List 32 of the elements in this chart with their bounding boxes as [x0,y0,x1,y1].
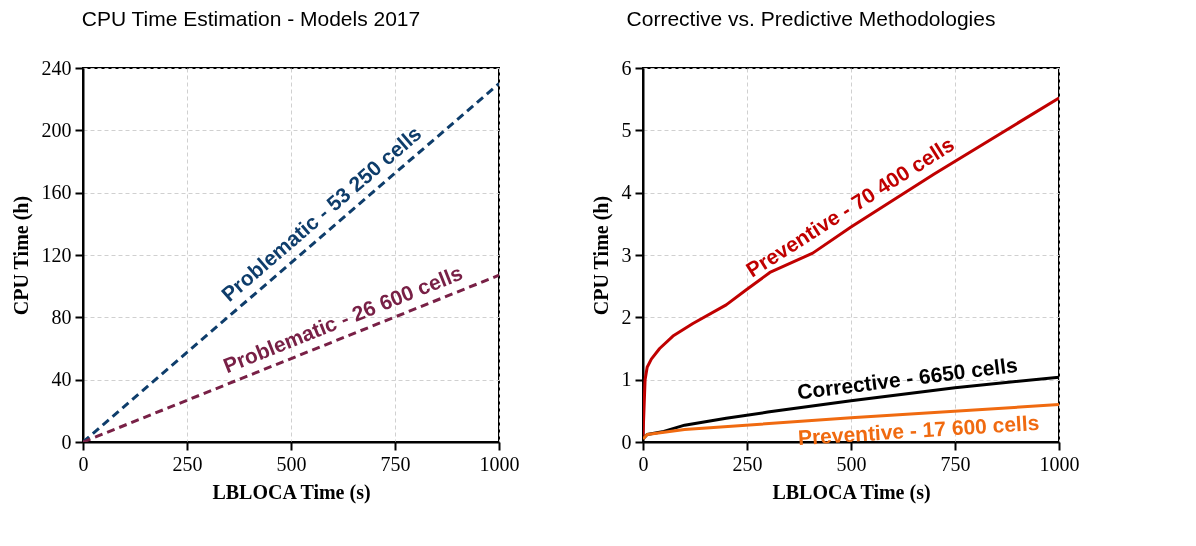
x-tick-label: 0 [638,452,649,475]
y-tick-label: 40 [51,368,72,391]
y-tick-label: 0 [621,430,632,453]
y-tick-label: 6 [621,56,632,79]
y-tick-label: 4 [621,181,632,204]
y-tick-label: 1 [621,368,632,391]
y-tick-label: 200 [41,118,72,141]
text: Corrective - 6650 cells [795,352,1019,404]
series-label: Preventive - 17 600 cells [797,410,1040,450]
y-tick-label: 3 [621,243,632,266]
y-tick-label: 5 [621,118,632,141]
x-tick-label: 1000 [1039,452,1080,475]
y-tick-label: 80 [51,305,72,328]
x-tick-label: 250 [732,452,763,475]
y-tick-label: 2 [621,305,632,328]
x-tick-label: 250 [172,452,203,475]
x-tick-label: 0 [78,452,89,475]
y-tick-label: 0 [61,430,72,453]
chart-title: CPU Time Estimation - Models 2017 [81,7,421,30]
x-tick-label: 500 [836,452,867,475]
x-tick-label: 750 [380,452,411,475]
chart-title: Corrective vs. Predictive Methodologies [626,7,996,30]
y-axis-title: CPU Time (h) [589,195,613,316]
y-tick-label: 240 [41,56,72,79]
x-axis-title: LBLOCA Time (s) [212,480,371,504]
x-tick-label: 750 [940,452,971,475]
y-axis-title: CPU Time (h) [9,195,33,316]
y-tick-label: 160 [41,181,72,204]
y-tick-label: 120 [41,243,72,266]
x-tick-label: 500 [276,452,307,475]
x-axis-title: LBLOCA Time (s) [772,480,931,504]
x-tick-label: 1000 [479,452,520,475]
